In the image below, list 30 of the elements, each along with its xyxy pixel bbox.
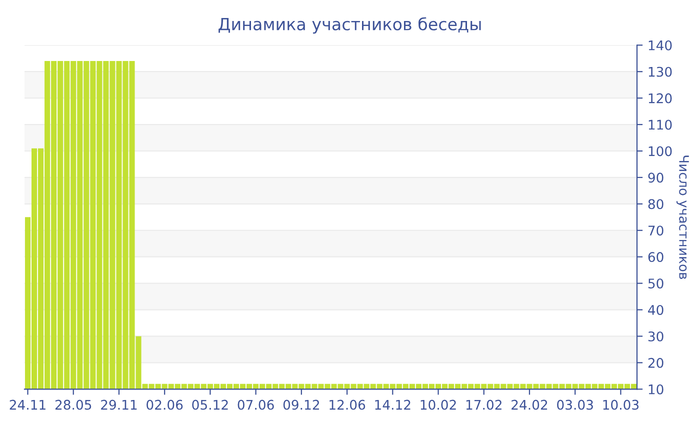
y-tick-label: 30 xyxy=(648,331,664,342)
x-tick-label: 02.06 xyxy=(146,400,183,410)
y-axis-title: Число участников xyxy=(676,156,689,279)
y-tick-label: 90 xyxy=(648,172,664,183)
y-tick-label: 20 xyxy=(648,358,664,368)
y-tick-label: 40 xyxy=(648,304,664,315)
y-tick-label: 140 xyxy=(648,40,672,50)
x-tick-label: 14.12 xyxy=(375,400,410,410)
y-tick-label: 70 xyxy=(648,226,664,236)
x-tick-label: 28.05 xyxy=(55,400,92,410)
y-tick-label: 60 xyxy=(648,252,664,262)
y-tick-label: 10 xyxy=(648,384,664,394)
x-tick-label: 24.11 xyxy=(10,400,46,410)
y-tick-label: 100 xyxy=(648,146,672,156)
x-tick-label: 24.02 xyxy=(512,400,548,410)
x-tick-label: 29.11 xyxy=(101,400,137,410)
x-tick-label: 12.06 xyxy=(330,400,366,410)
x-tick-label: 10.02 xyxy=(420,400,456,410)
y-tick-label: 120 xyxy=(648,93,672,104)
x-tick-label: 03.03 xyxy=(557,400,593,410)
y-tick-label: 130 xyxy=(648,66,672,77)
x-tick-label: 05.12 xyxy=(192,400,228,410)
chart-title: Динамика участников беседы xyxy=(218,17,481,34)
x-tick-label: 17.02 xyxy=(466,400,502,410)
y-tick-label: 80 xyxy=(648,199,664,210)
y-tick-label: 110 xyxy=(648,120,672,130)
y-tick-label: 50 xyxy=(648,278,664,289)
x-tick-label: 10.03 xyxy=(603,400,639,410)
x-tick-label: 09.12 xyxy=(283,400,319,410)
x-tick-label: 07.06 xyxy=(238,400,274,410)
